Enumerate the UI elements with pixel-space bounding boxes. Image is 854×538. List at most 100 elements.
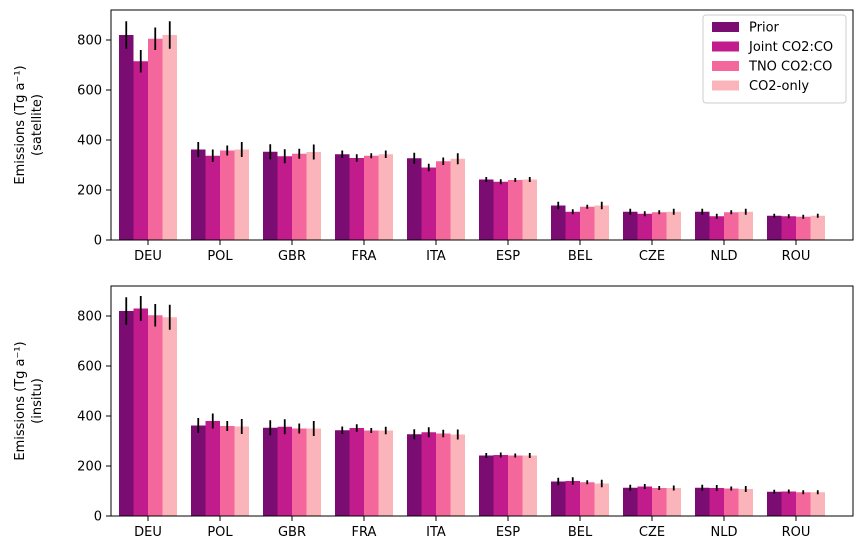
y-tick-label: 600: [77, 84, 102, 99]
bar-gbr-series-3: [306, 428, 321, 516]
bar-gbr-series-0: [263, 427, 278, 516]
bar-fra-series-2: [364, 430, 379, 516]
bar-bel-series-2: [580, 206, 595, 240]
bar-pol-series-1: [205, 155, 220, 240]
bar-deu-series-3: [162, 35, 177, 240]
x-tick-label: POL: [207, 525, 233, 538]
bar-nld-series-0: [695, 211, 710, 240]
bar-pol-series-3: [234, 149, 249, 240]
bar-esp-series-1: [493, 455, 508, 516]
bar-nld-series-3: [738, 489, 753, 516]
bar-ita-series-3: [450, 158, 465, 240]
legend-swatch: [712, 61, 739, 71]
y-tick-label: 400: [77, 134, 102, 149]
x-tick-label: GBR: [278, 525, 306, 538]
x-tick-label: DEU: [134, 249, 162, 264]
bar-deu-series-3: [162, 317, 177, 516]
bar-fra-series-0: [335, 154, 350, 240]
bar-nld-series-1: [709, 216, 724, 240]
y-tick-label: 200: [77, 460, 102, 475]
y-tick-label: 0: [94, 510, 102, 525]
bar-pol-series-2: [220, 426, 235, 516]
x-tick-label: BEL: [568, 525, 593, 538]
legend-entry: Joint CO2:CO: [748, 40, 833, 55]
bar-cze-series-3: [666, 488, 681, 516]
bar-gbr-series-1: [277, 426, 292, 516]
bar-nld-series-2: [724, 488, 739, 516]
bar-rou-series-2: [796, 216, 811, 240]
bar-ita-series-2: [436, 161, 451, 240]
y-axis-label: Emissions (Tg a⁻¹) (satellite): [13, 65, 45, 184]
y-tick-label: 600: [77, 360, 102, 375]
bar-ita-series-3: [450, 434, 465, 516]
bar-rou-series-1: [781, 216, 796, 240]
bar-cze-series-1: [637, 213, 652, 240]
legend-swatch: [712, 41, 739, 52]
bar-esp-series-1: [493, 181, 508, 240]
x-tick-label: POL: [207, 249, 233, 264]
y-tick-label: 400: [77, 410, 102, 425]
x-tick-label: ESP: [496, 525, 520, 538]
bar-bel-series-3: [594, 205, 609, 240]
legend-swatch: [712, 80, 739, 91]
bar-fra-series-3: [378, 430, 393, 516]
bar-gbr-series-2: [292, 428, 307, 516]
bar-ita-series-1: [421, 432, 436, 516]
bar-esp-series-2: [508, 180, 523, 240]
bar-bel-series-0: [551, 481, 566, 516]
axes-frame: [110, 285, 854, 517]
bar-rou-series-2: [796, 492, 811, 516]
panel-satellite: 0 200 400 600 800 DEU POL GBR FRA ITA ESP BEL CZE NLD…: [13, 9, 854, 264]
x-tick-label: ESP: [496, 249, 520, 264]
bar-esp-series-3: [522, 179, 537, 240]
bar-rou-series-0: [767, 491, 782, 516]
bar-deu-series-0: [119, 311, 134, 516]
x-tick-label: BEL: [568, 249, 593, 264]
x-tick-label: DEU: [134, 525, 162, 538]
legend-swatch: [712, 22, 739, 32]
bar-esp-series-3: [522, 455, 537, 516]
x-tick-label: GBR: [278, 249, 306, 264]
bar-cze-series-0: [623, 487, 638, 516]
bar-rou-series-1: [781, 491, 796, 516]
x-tick-label: FRA: [352, 249, 377, 264]
x-tick-label: ROU: [782, 249, 811, 264]
bar-pol-series-0: [191, 425, 206, 516]
legend: Prior Joint CO2:CO TNO CO2:CO CO2-only: [702, 14, 847, 104]
bar-fra-series-1: [349, 428, 364, 516]
bar-fra-series-0: [335, 430, 350, 516]
bar-cze-series-0: [623, 211, 638, 240]
bar-bel-series-3: [594, 483, 609, 516]
bar-ita-series-1: [421, 167, 436, 240]
bar-bel-series-1: [565, 211, 580, 240]
bar-nld-series-1: [709, 488, 724, 516]
x-tick-label: ITA: [426, 525, 446, 538]
bar-deu-series-1: [133, 61, 148, 240]
x-tick-label: ITA: [426, 249, 446, 264]
bar-deu-series-0: [119, 35, 134, 240]
bar-pol-series-2: [220, 150, 235, 240]
y-tick-label: 0: [94, 234, 102, 249]
bar-rou-series-3: [810, 215, 825, 240]
bar-nld-series-2: [724, 212, 739, 240]
x-tick-label: NLD: [711, 249, 738, 264]
bar-nld-series-3: [738, 211, 753, 240]
x-tick-label: ROU: [782, 525, 811, 538]
y-axis-label: Emissions (Tg a⁻¹) (insitu): [13, 341, 45, 460]
bar-bel-series-2: [580, 482, 595, 516]
bar-pol-series-3: [234, 426, 249, 516]
y-tick-label: 200: [77, 184, 102, 199]
bar-pol-series-0: [191, 149, 206, 240]
y-tick-label: 800: [77, 310, 102, 325]
bar-nld-series-0: [695, 487, 710, 516]
bar-rou-series-3: [810, 492, 825, 516]
bar-gbr-series-1: [277, 156, 292, 240]
x-tick-label: CZE: [639, 249, 665, 264]
bar-deu-series-2: [148, 38, 163, 240]
bar-ita-series-0: [407, 158, 422, 240]
bar-fra-series-2: [364, 155, 379, 240]
legend-entry: Prior: [749, 21, 780, 36]
bar-esp-series-2: [508, 455, 523, 516]
x-tick-label: CZE: [639, 525, 665, 538]
